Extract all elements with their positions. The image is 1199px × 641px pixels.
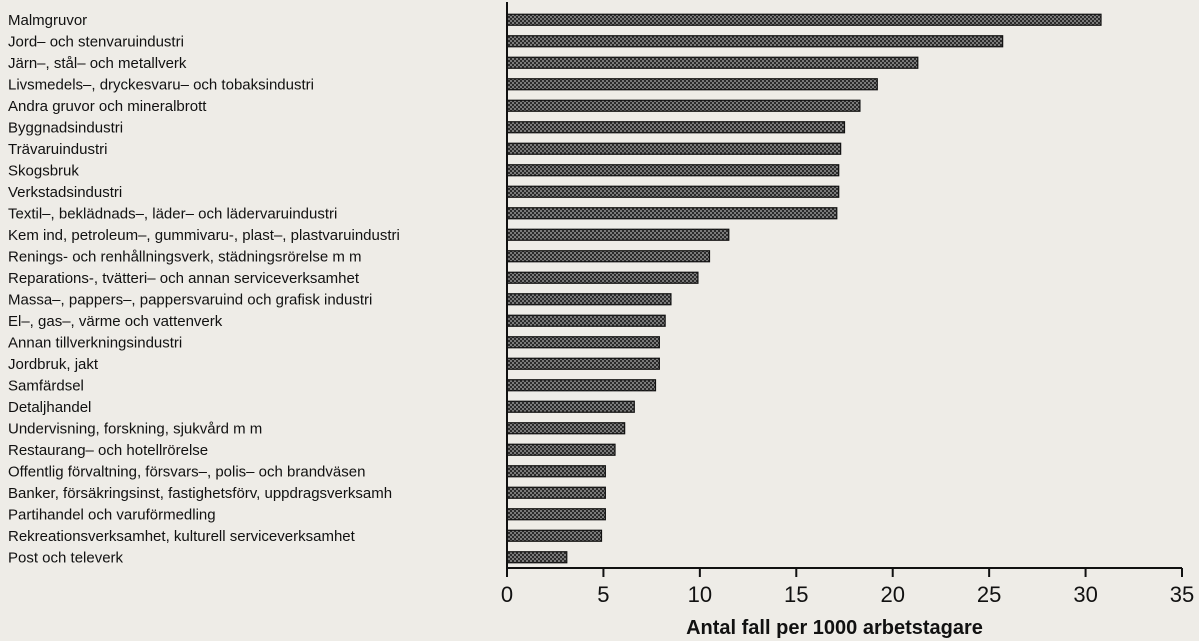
category-label: Banker, försäkringsinst, fastighetsförv,…: [8, 485, 392, 502]
x-tick-label: 5: [597, 582, 609, 607]
category-label: Undervisning, forskning, sjukvård m m: [8, 420, 262, 437]
category-label: Trävaruindustri: [8, 141, 107, 158]
x-tick-label: 35: [1170, 582, 1194, 607]
bar: [506, 486, 606, 499]
bar: [506, 78, 878, 91]
category-label: Reparations-, tvätteri– och annan servic…: [8, 270, 360, 287]
bar: [506, 379, 657, 392]
bar: [506, 13, 1102, 26]
x-tick-label: 0: [501, 582, 513, 607]
bar: [506, 35, 1004, 48]
category-label: Jord– och stenvaruindustri: [8, 33, 184, 50]
category-label: El–, gas–, värme och vattenverk: [8, 313, 223, 330]
category-label: Textil–, beklädnads–, läder– och läderva…: [8, 205, 337, 222]
bar: [506, 293, 672, 306]
bar: [506, 56, 919, 69]
category-label: Skogsbruk: [8, 162, 79, 179]
category-label: Andra gruvor och mineralbrott: [8, 98, 207, 115]
category-label: Verkstadsindustri: [8, 184, 122, 201]
bar: [506, 228, 730, 241]
bar: [506, 336, 660, 349]
bars-group: [506, 13, 1102, 564]
bar: [506, 185, 840, 198]
x-axis-title: Antal fall per 1000 arbetstagare: [686, 617, 983, 639]
category-label: Järn–, stål– och metallverk: [8, 55, 187, 72]
category-label: Malmgruvor: [8, 12, 87, 29]
axes-group: [506, 2, 1182, 569]
x-axis-ticks: 0 5 10 15 20 25 30 35: [501, 568, 1194, 607]
category-label: Samfärdsel: [8, 377, 84, 394]
x-tick-label: 10: [688, 582, 712, 607]
x-tick-label: 30: [1073, 582, 1097, 607]
bar: [506, 529, 603, 542]
bar: [506, 357, 660, 370]
category-label: Annan tillverkningsindustri: [8, 334, 182, 351]
category-label: Byggnadsindustri: [8, 119, 123, 136]
bar: [506, 422, 626, 435]
bar: [506, 314, 666, 327]
category-label: Post och televerk: [8, 549, 124, 566]
bar: [506, 551, 568, 564]
bar: [506, 207, 838, 220]
x-tick-label: 20: [880, 582, 904, 607]
bar: [506, 271, 699, 284]
category-label: Offentlig förvaltning, försvars–, polis–…: [8, 463, 365, 480]
category-label: Jordbruk, jakt: [8, 356, 99, 373]
bar: [506, 99, 861, 112]
category-label: Renings- och renhållningsverk, städnings…: [8, 248, 362, 265]
bar: [506, 465, 606, 478]
bar: [506, 250, 711, 263]
bar: [506, 443, 616, 456]
category-label: Restaurang– och hotellrörelse: [8, 442, 208, 459]
category-labels: Malmgruvor Jord– och stenvaruindustri Järn…: [8, 12, 400, 567]
bar: [506, 508, 606, 521]
bar: [506, 400, 635, 413]
category-label: Livsmedels–, dryckesvaru– och tobaksindu…: [8, 76, 314, 93]
category-label: Massa–, pappers–, pappersvaruind och gra…: [8, 291, 372, 308]
bar: [506, 164, 840, 177]
bar: [506, 121, 846, 134]
category-label: Partihandel och varuförmedling: [8, 506, 216, 523]
x-tick-label: 15: [784, 582, 808, 607]
category-label: Rekreationsverksamhet, kulturell service…: [8, 528, 356, 545]
x-tick-label: 25: [977, 582, 1001, 607]
bar: [506, 142, 842, 155]
category-label: Detaljhandel: [8, 399, 91, 416]
category-label: Kem ind, petroleum–, gummivaru-, plast–,…: [8, 227, 400, 244]
